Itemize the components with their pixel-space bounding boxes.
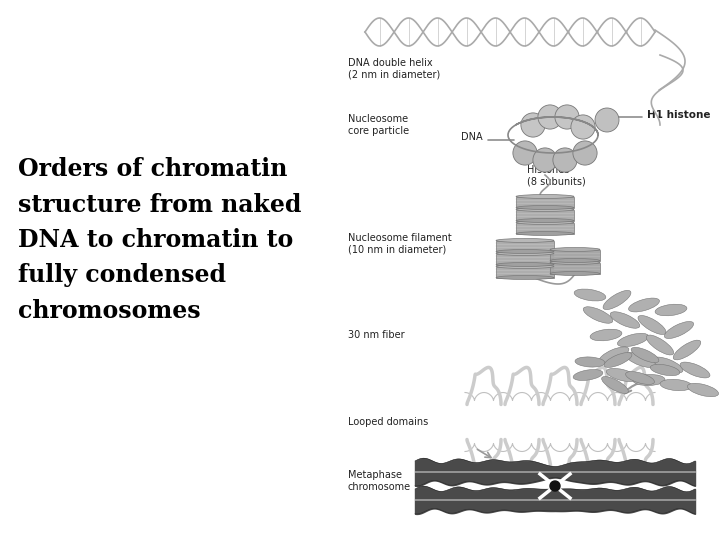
Ellipse shape	[599, 347, 629, 363]
Text: Histones
(8 subunits): Histones (8 subunits)	[527, 165, 586, 187]
Ellipse shape	[516, 220, 574, 225]
Text: DNA double helix
(2 nm in diameter): DNA double helix (2 nm in diameter)	[348, 58, 440, 79]
Ellipse shape	[655, 304, 687, 316]
Ellipse shape	[590, 329, 622, 341]
Ellipse shape	[606, 368, 638, 382]
Ellipse shape	[516, 194, 574, 198]
Circle shape	[538, 105, 562, 129]
Bar	[516, 197, 574, 207]
Bar	[516, 222, 574, 233]
Text: Orders of chromatin
structure from naked
DNA to chromatin to
fully condensed
chr: Orders of chromatin structure from naked…	[18, 157, 302, 323]
Ellipse shape	[496, 249, 554, 253]
Circle shape	[573, 141, 597, 165]
Ellipse shape	[673, 340, 701, 360]
Ellipse shape	[638, 315, 666, 334]
Ellipse shape	[516, 232, 574, 235]
Ellipse shape	[626, 372, 654, 384]
Bar	[496, 240, 554, 252]
Ellipse shape	[496, 265, 554, 268]
Ellipse shape	[496, 239, 554, 242]
Ellipse shape	[516, 206, 574, 210]
Ellipse shape	[604, 353, 632, 367]
Ellipse shape	[626, 353, 656, 368]
Ellipse shape	[550, 259, 600, 262]
Circle shape	[553, 148, 577, 172]
Bar	[496, 267, 554, 278]
Ellipse shape	[611, 312, 640, 328]
Ellipse shape	[631, 347, 659, 363]
Ellipse shape	[688, 383, 719, 397]
Text: Looped domains: Looped domains	[348, 417, 428, 427]
Ellipse shape	[647, 335, 674, 355]
Ellipse shape	[496, 275, 554, 279]
Text: 30 nm fiber: 30 nm fiber	[348, 330, 405, 340]
Text: Nucleosome filament
(10 nm in diameter): Nucleosome filament (10 nm in diameter)	[348, 233, 451, 255]
Ellipse shape	[550, 272, 600, 275]
Ellipse shape	[665, 321, 693, 339]
Text: Metaphase
chromosome: Metaphase chromosome	[348, 470, 411, 491]
Circle shape	[521, 113, 545, 137]
Circle shape	[550, 481, 560, 491]
Text: H1 histone: H1 histone	[647, 110, 711, 120]
Ellipse shape	[603, 291, 631, 309]
Ellipse shape	[550, 247, 600, 252]
Ellipse shape	[650, 364, 680, 376]
Ellipse shape	[629, 298, 660, 312]
Circle shape	[513, 141, 537, 165]
Ellipse shape	[680, 362, 710, 378]
Ellipse shape	[516, 207, 574, 212]
Ellipse shape	[573, 369, 603, 381]
Ellipse shape	[496, 252, 554, 255]
Text: DNA: DNA	[462, 132, 483, 142]
Bar	[516, 210, 574, 220]
Circle shape	[533, 148, 557, 172]
Ellipse shape	[583, 307, 613, 323]
Bar	[550, 262, 600, 273]
Ellipse shape	[602, 376, 629, 394]
Ellipse shape	[653, 357, 683, 373]
Bar	[550, 249, 600, 260]
Ellipse shape	[575, 357, 605, 367]
Ellipse shape	[496, 262, 554, 266]
Circle shape	[555, 105, 579, 129]
Ellipse shape	[550, 261, 600, 265]
Ellipse shape	[574, 289, 606, 301]
Ellipse shape	[633, 374, 665, 386]
Circle shape	[571, 115, 595, 139]
Ellipse shape	[618, 333, 649, 347]
Ellipse shape	[660, 380, 692, 390]
Ellipse shape	[516, 219, 574, 222]
Bar	[496, 253, 554, 265]
Circle shape	[595, 108, 619, 132]
Text: Nucleosome
core particle: Nucleosome core particle	[348, 114, 409, 136]
